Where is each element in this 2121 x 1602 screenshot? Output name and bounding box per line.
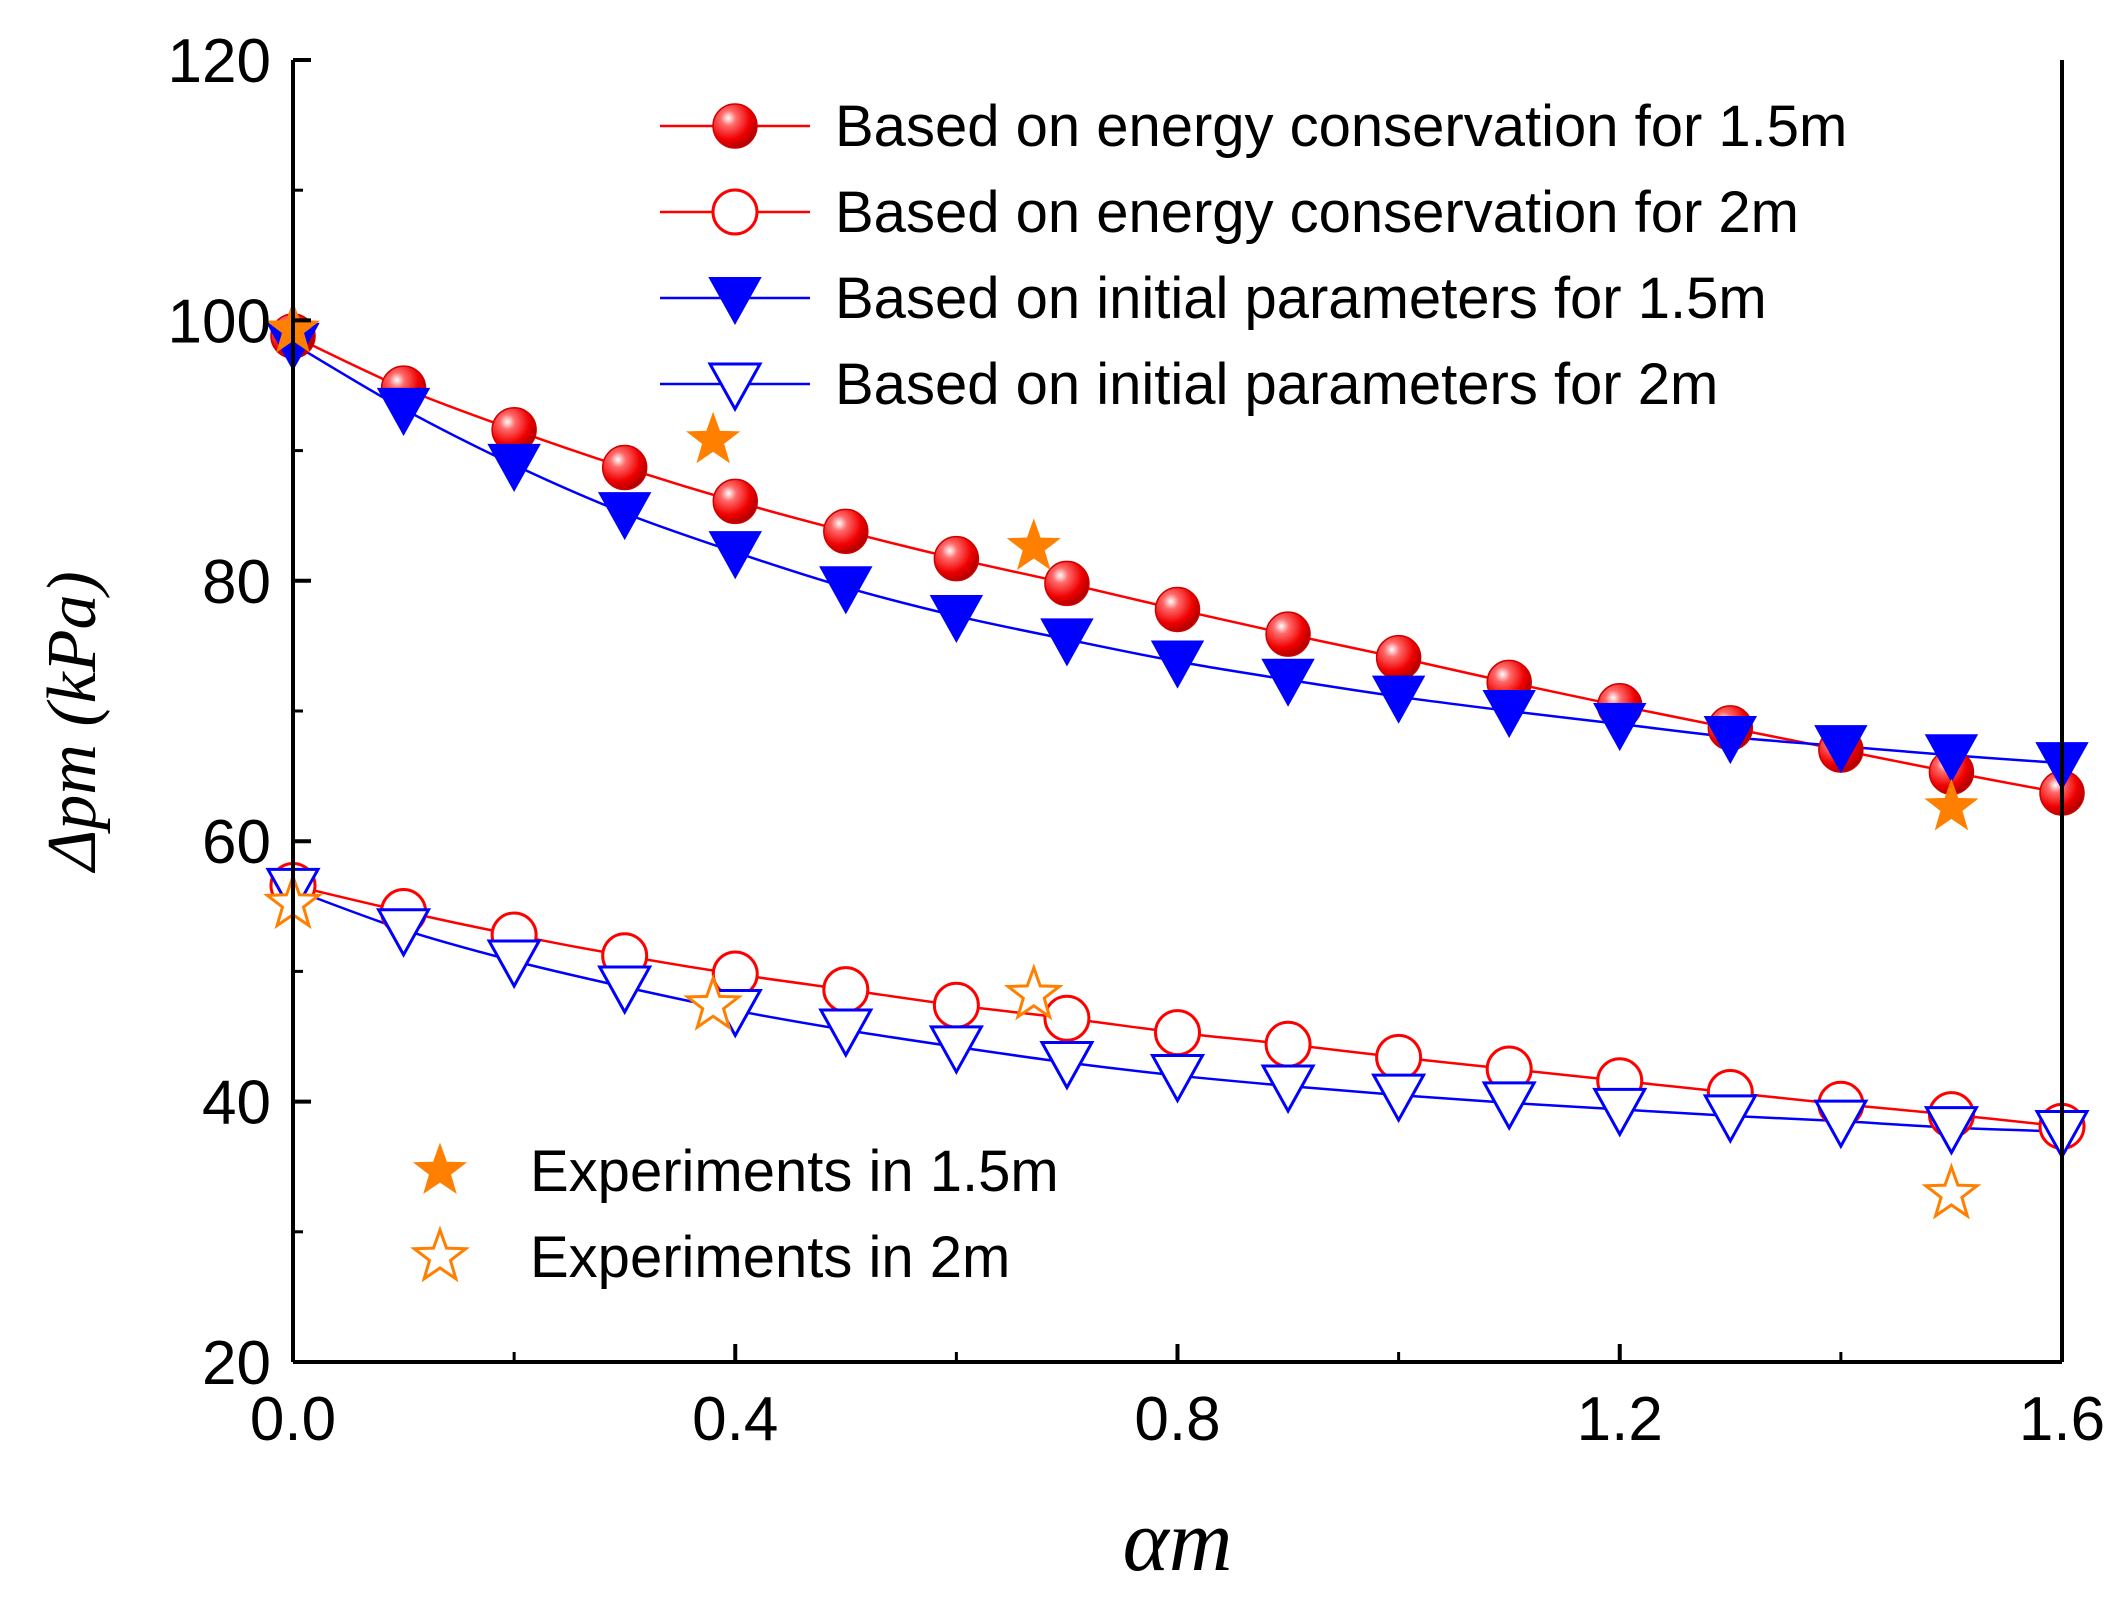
- x-tick-label: 0.8: [1134, 1385, 1220, 1454]
- series-5-point: [1003, 963, 1064, 1021]
- legend-marker-4: [412, 1142, 468, 1194]
- series-3-point: [1702, 1094, 1758, 1145]
- series-3-point: [1260, 1064, 1316, 1115]
- series-2-point: [1150, 640, 1205, 689]
- legend-label-4: Experiments in 1.5m: [530, 1139, 1059, 1204]
- series-2-point: [1593, 703, 1647, 752]
- plot-area: [263, 301, 2090, 1220]
- series-3-point: [928, 1025, 984, 1076]
- series-3-point: [1923, 1106, 1979, 1156]
- series-2-point: [1040, 618, 1094, 667]
- x-tick-label: 0.0: [250, 1385, 336, 1454]
- series-2-point: [708, 531, 762, 580]
- legend-marker-3: [707, 362, 763, 413]
- series-2-point: [597, 492, 652, 541]
- series-2-point: [487, 443, 541, 492]
- legend-marker-0: [712, 103, 758, 149]
- series-3-point: [1039, 1041, 1095, 1091]
- series-3-point: [1371, 1073, 1427, 1124]
- series-2-point: [1261, 658, 1315, 707]
- series-1-point: [932, 981, 980, 1029]
- y-tick-label: 40: [202, 1069, 271, 1138]
- series-2-point: [376, 387, 431, 436]
- series-1-point: [1154, 1009, 1201, 1057]
- x-tick-label: 1.6: [2019, 1385, 2105, 1454]
- x-tick-label: 1.2: [1577, 1385, 1663, 1454]
- y-tick-label: 60: [202, 808, 271, 877]
- legend-label-2: Based on initial parameters for 1.5m: [835, 266, 1767, 331]
- legend-label-0: Based on energy conservation for 1.5m: [835, 94, 1847, 159]
- series-1-point: [1043, 994, 1091, 1042]
- series-4-point: [686, 411, 741, 464]
- y-tick-label: 80: [202, 548, 271, 617]
- series-0-point: [601, 444, 648, 491]
- series-0-point: [823, 508, 869, 555]
- y-tick-label: 120: [168, 27, 271, 96]
- series-1-point: [1264, 1020, 1312, 1068]
- series-3-point: [1813, 1099, 1869, 1150]
- axes: 20 40 60 80 100 120 0.0 0.4 0.8 1.2 1.6 αm Δpm (kPa): [34, 27, 2105, 1590]
- series-4-point: [1924, 778, 1979, 831]
- legend-marker-1: [711, 188, 759, 236]
- series-1-point: [822, 966, 870, 1014]
- series-5-point: [1921, 1162, 1982, 1220]
- series-0-point: [1375, 634, 1422, 681]
- legend-label-3: Based on initial parameters for 2m: [835, 352, 1718, 417]
- series-3-point: [818, 1008, 874, 1059]
- legend-label-1: Based on energy conservation for 2m: [835, 180, 1799, 245]
- y-tick-label: 20: [202, 1329, 271, 1398]
- legend-label-5: Experiments in 2m: [530, 1225, 1010, 1290]
- series-0-point: [933, 535, 980, 582]
- series-1-point: [1375, 1033, 1423, 1081]
- series-2-point: [1924, 734, 1979, 783]
- series-2-point: [1814, 725, 1868, 774]
- series-3-point: [1592, 1087, 1648, 1138]
- series-3-point: [486, 939, 542, 990]
- series-0-point: [712, 478, 758, 525]
- series-0-point: [1154, 586, 1201, 633]
- legend-marker-2: [708, 277, 762, 326]
- y-axis-title: Δpm (kPa): [34, 571, 111, 874]
- series-3-point: [597, 965, 653, 1016]
- series-0-point: [1265, 611, 1311, 657]
- series-3-point: [1481, 1081, 1537, 1131]
- x-tick-label: 0.4: [692, 1385, 778, 1454]
- series-0-point: [1044, 560, 1090, 607]
- legends: Based on energy conservation for 1.5m Bas…: [410, 94, 1847, 1290]
- series-3-point: [376, 908, 432, 958]
- y-tick-label: 100: [168, 287, 271, 356]
- series-3-point: [1149, 1054, 1206, 1104]
- x-axis-title: αm: [1123, 1493, 1233, 1590]
- series-5-point: [683, 973, 744, 1031]
- series-2-point: [1482, 690, 1536, 739]
- series-2-point: [1703, 716, 1758, 765]
- series-2-point: [819, 566, 873, 615]
- series-2-point: [1371, 675, 1426, 724]
- series-4-point: [1006, 518, 1061, 571]
- legend-marker-5: [410, 1225, 470, 1283]
- series-2-point: [929, 594, 984, 644]
